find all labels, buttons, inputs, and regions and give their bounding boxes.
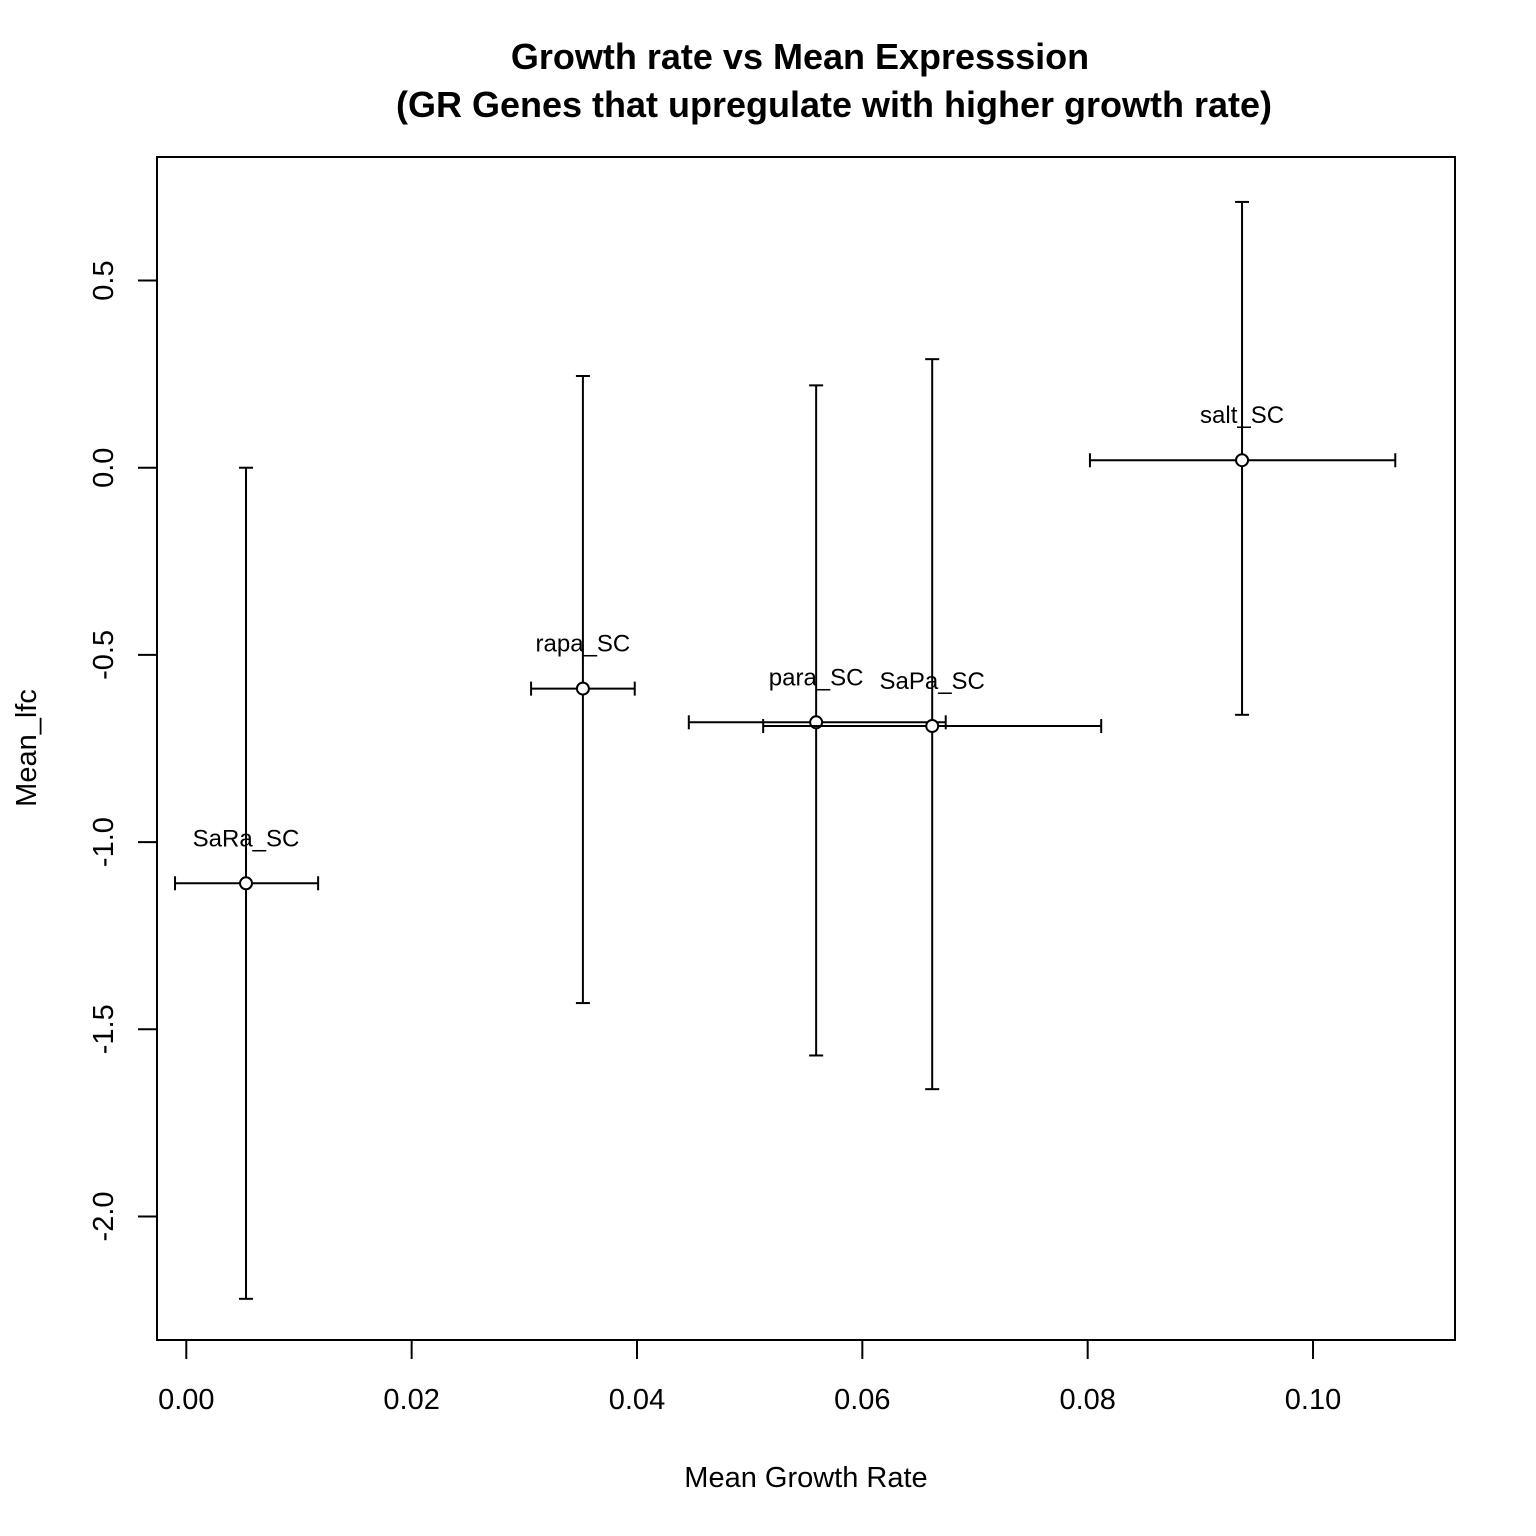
data-point xyxy=(925,719,940,734)
y-tick-label: -1.0 xyxy=(88,817,120,867)
chart-title-line-2: (GR Genes that upregulate with higher gr… xyxy=(396,84,1272,125)
data-point-label: salt_SC xyxy=(1200,402,1284,429)
y-tick-label: -1.5 xyxy=(88,1004,120,1054)
data-point xyxy=(239,876,254,891)
data-point-label: SaPa_SC xyxy=(879,668,984,695)
data-point-group: para_SC xyxy=(687,384,947,1057)
x-tick-label: 0.02 xyxy=(383,1384,439,1416)
data-point-group: salt_SC xyxy=(1088,200,1397,716)
y-axis-label: Mean_lfc xyxy=(11,689,43,807)
chart-title-line-1: Growth rate vs Mean Expresssion xyxy=(511,36,1089,77)
data-point-label: rapa_SC xyxy=(536,631,631,658)
data-marks: SaRa_SC rapa_SC para_SC SaPa_SC salt_SC xyxy=(174,200,1397,1300)
data-point-group: rapa_SC xyxy=(530,375,636,1005)
data-point-label: SaRa_SC xyxy=(193,825,300,852)
data-point-group: SaRa_SC xyxy=(174,466,320,1300)
plot-frame xyxy=(156,156,1456,1341)
data-point xyxy=(1235,453,1250,468)
data-point-group: SaPa_SC xyxy=(762,358,1103,1091)
x-tick-label: 0.08 xyxy=(1059,1384,1115,1416)
y-tick-label: -0.5 xyxy=(88,630,120,680)
x-tick-label: 0.06 xyxy=(834,1384,890,1416)
x-axis-label: Mean Growth Rate xyxy=(684,1462,927,1494)
x-axis: 0.00 0.02 0.04 0.06 0.08 0.10 xyxy=(158,1339,1341,1416)
data-point xyxy=(575,681,590,696)
x-tick-label: 0.00 xyxy=(158,1384,214,1416)
x-tick-label: 0.04 xyxy=(609,1384,665,1416)
x-tick-label: 0.10 xyxy=(1285,1384,1341,1416)
y-axis: -2.0 -1.5 -1.0 -0.5 0.0 0.5 xyxy=(88,260,158,1241)
y-tick-label: -2.0 xyxy=(88,1191,120,1241)
y-tick-label: 0.0 xyxy=(88,448,120,488)
data-point-label: para_SC xyxy=(769,664,864,691)
y-tick-label: 0.5 xyxy=(88,260,120,300)
